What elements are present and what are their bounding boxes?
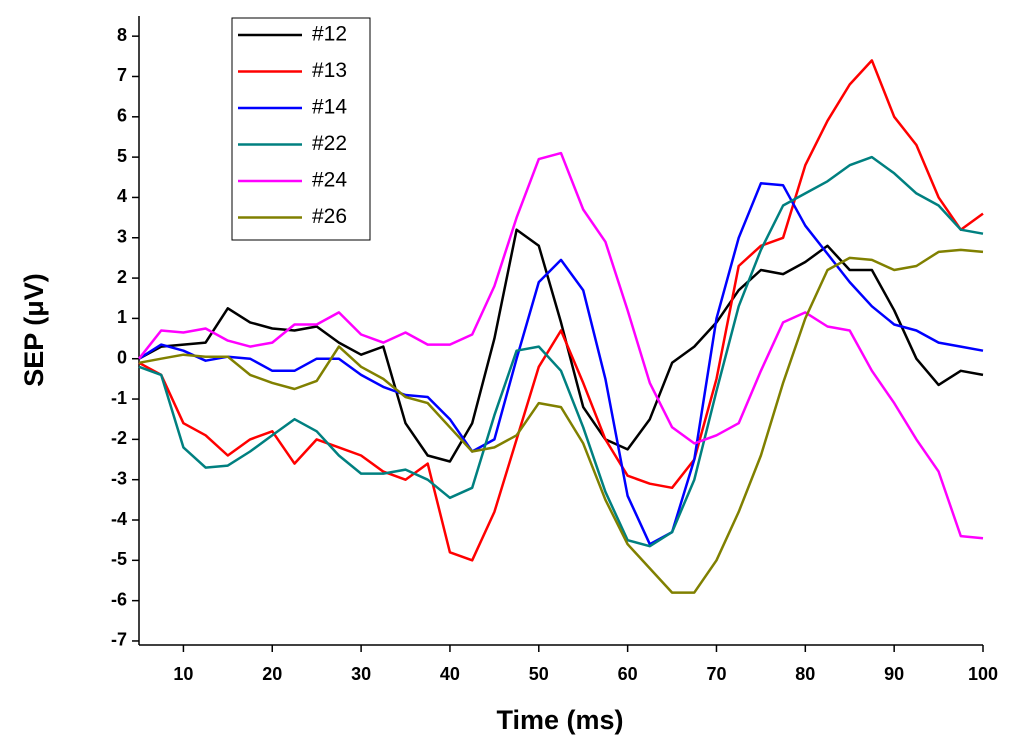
x-tick-label: 60 <box>618 664 638 684</box>
series-line <box>138 59 984 562</box>
y-axis-title: SEP (μV) <box>19 273 49 387</box>
series-line <box>138 155 984 548</box>
series-line <box>138 151 984 540</box>
y-tick-label: -1 <box>111 388 127 408</box>
x-tick-label: 10 <box>173 664 193 684</box>
y-tick-label: 7 <box>117 65 127 85</box>
legend-label: #14 <box>312 96 347 119</box>
y-tick-label: 8 <box>117 25 127 45</box>
x-tick-label: 50 <box>529 664 549 684</box>
y-tick-label: 1 <box>117 307 127 327</box>
x-tick-label: 20 <box>262 664 282 684</box>
y-tick-label: 4 <box>117 186 127 206</box>
y-tick-label: -6 <box>111 589 127 609</box>
y-tick-label: -4 <box>111 509 127 529</box>
y-tick-label: -7 <box>111 630 127 650</box>
y-tick-label: -5 <box>111 549 127 569</box>
x-tick-label: 30 <box>351 664 371 684</box>
legend-label: #26 <box>312 205 347 228</box>
x-tick-label: 100 <box>968 664 998 684</box>
y-tick-label: 6 <box>117 106 127 126</box>
legend-label: #13 <box>312 59 347 82</box>
y-tick-label: -2 <box>111 428 127 448</box>
y-tick-label: 0 <box>117 347 127 367</box>
y-tick-label: 2 <box>117 267 127 287</box>
x-tick-label: 80 <box>795 664 815 684</box>
legend-label: #12 <box>312 23 347 46</box>
y-tick-label: 5 <box>117 146 127 166</box>
legend-box <box>231 17 371 241</box>
y-tick-label: 3 <box>117 227 127 247</box>
y-tick-label: -3 <box>111 468 127 488</box>
series-line <box>138 248 984 594</box>
legend-label: #22 <box>312 132 347 155</box>
series-line <box>138 228 984 463</box>
legend-label: #24 <box>312 169 347 192</box>
series-line <box>138 182 984 546</box>
x-tick-label: 40 <box>440 664 460 684</box>
x-axis-title: Time (ms) <box>496 705 623 735</box>
x-tick-label: 90 <box>884 664 904 684</box>
x-tick-label: 70 <box>706 664 726 684</box>
